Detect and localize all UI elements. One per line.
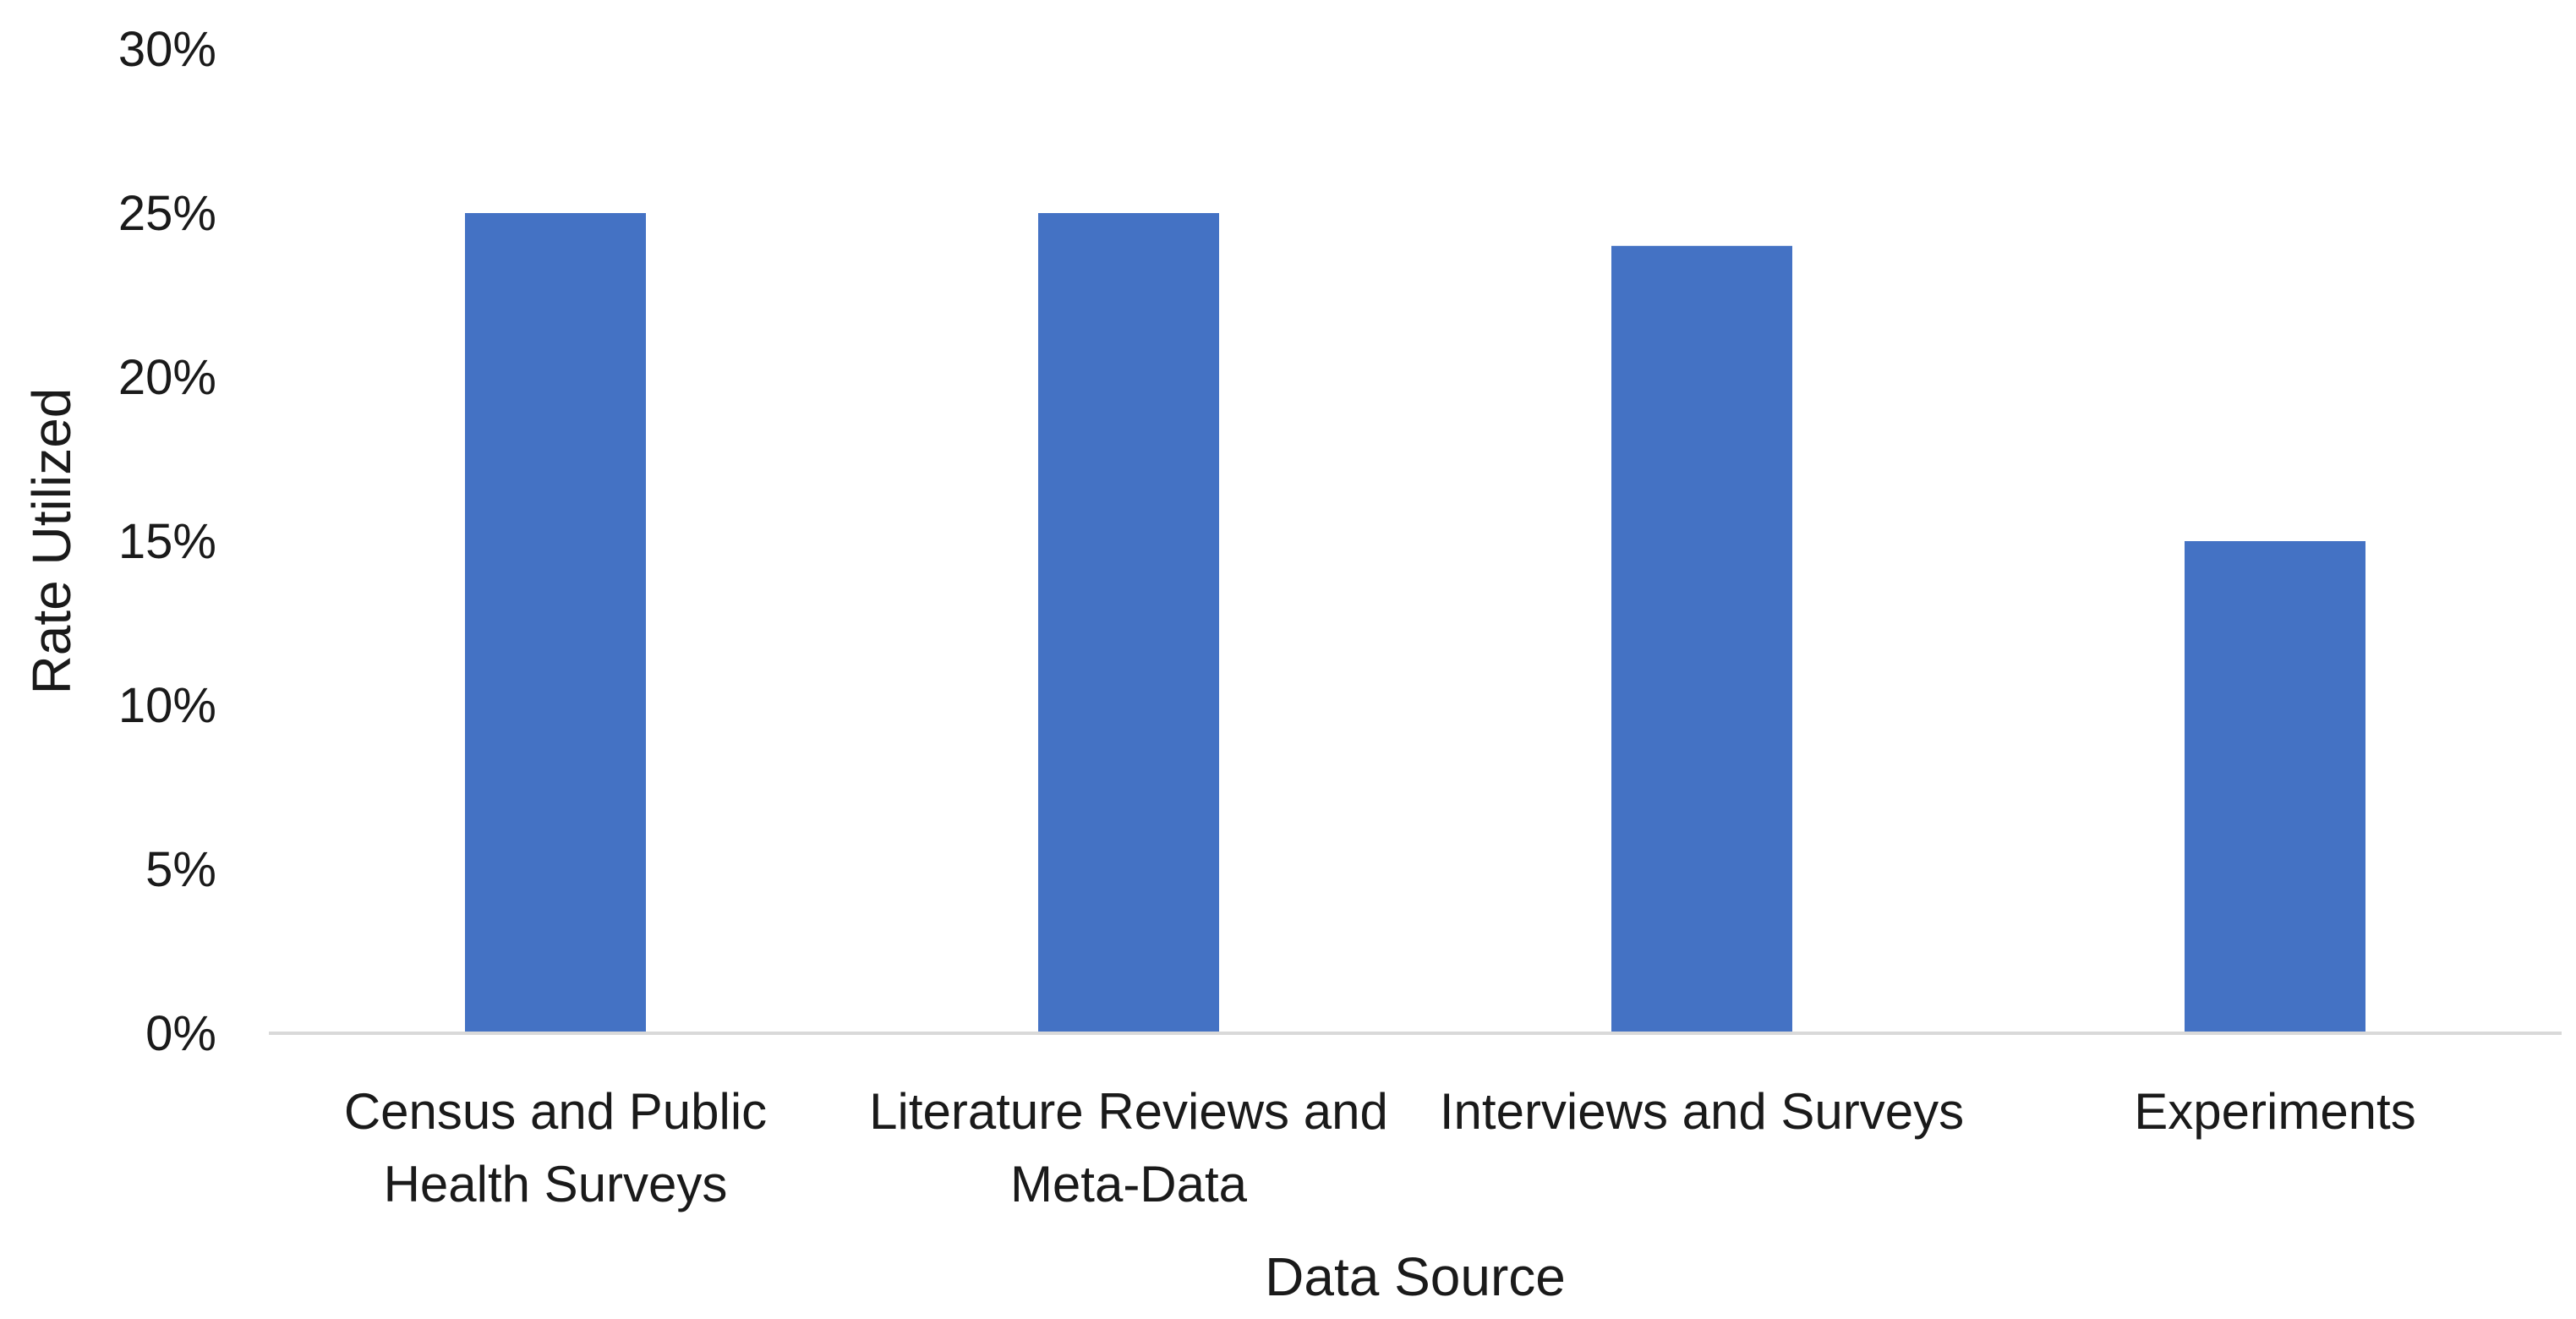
y-tick-label: 25%: [118, 186, 216, 241]
x-category-label-line: Census and Public: [344, 1083, 767, 1140]
x-category-label-line: Interviews and Surveys: [1440, 1083, 1964, 1140]
y-tick-label: 0%: [145, 1006, 216, 1061]
y-axis-ticks: 0% 5% 10% 15% 20% 25% 30%: [118, 22, 216, 1061]
y-tick-label: 20%: [118, 350, 216, 405]
y-tick-label: 5%: [145, 842, 216, 897]
y-tick-label: 10%: [118, 678, 216, 733]
bar: [2185, 541, 2365, 1033]
x-category-label-line: Health Surveys: [384, 1156, 728, 1212]
bar: [1611, 245, 1792, 1033]
bar: [1038, 213, 1219, 1033]
y-tick-label: 15%: [118, 514, 216, 569]
x-category-label-line: Literature Reviews and: [869, 1083, 1388, 1140]
x-category-label-line: Meta-Data: [1010, 1156, 1248, 1212]
bar: [465, 213, 646, 1033]
x-category-label: Census and Public Health Surveys: [344, 1083, 767, 1212]
x-category-label: Literature Reviews and Meta-Data: [869, 1083, 1388, 1212]
y-axis-title: Rate Utilized: [21, 388, 82, 695]
x-axis-title: Data Source: [1265, 1246, 1566, 1307]
x-axis-category-labels: Census and Public Health Surveys Literatur…: [344, 1083, 2416, 1212]
x-category-label: Interviews and Surveys: [1440, 1083, 1964, 1140]
bars: [465, 213, 2365, 1033]
x-category-label-line: Experiments: [2134, 1083, 2415, 1140]
x-category-label: Experiments: [2134, 1083, 2415, 1140]
y-tick-label: 30%: [118, 22, 216, 77]
